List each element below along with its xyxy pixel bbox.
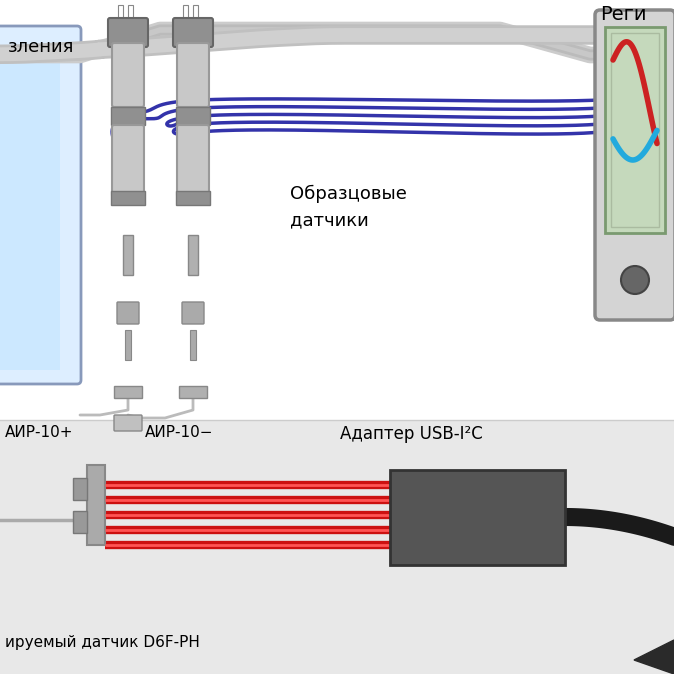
Text: зления: зления (8, 38, 74, 56)
Text: Образцовые
датчики: Образцовые датчики (290, 185, 407, 230)
Bar (0, 0, 674, 420)
Text: АИР-10+: АИР-10+ (5, 425, 73, 440)
Bar (118, 5, 123, 20)
Bar (111, 191, 145, 205)
FancyBboxPatch shape (112, 125, 144, 197)
Circle shape (621, 266, 649, 294)
FancyBboxPatch shape (605, 27, 665, 233)
Bar (123, 235, 133, 275)
Text: Адаптер USB-I²C: Адаптер USB-I²C (340, 425, 483, 443)
Bar (176, 107, 210, 125)
Bar (183, 5, 188, 20)
Bar (128, 5, 133, 20)
Bar (114, 386, 142, 398)
Bar (73, 478, 87, 500)
Bar (179, 386, 207, 398)
FancyBboxPatch shape (112, 43, 144, 107)
Bar (73, 511, 87, 533)
Bar (190, 330, 196, 360)
Text: АИР-10−: АИР-10− (145, 425, 214, 440)
FancyBboxPatch shape (114, 415, 142, 431)
FancyBboxPatch shape (611, 33, 659, 227)
Bar (193, 5, 198, 20)
Bar (176, 191, 210, 205)
FancyBboxPatch shape (117, 302, 139, 324)
Text: ируемый датчик D6F-PH: ируемый датчик D6F-PH (5, 635, 200, 650)
Polygon shape (634, 640, 674, 674)
FancyBboxPatch shape (173, 18, 213, 47)
Bar (188, 235, 198, 275)
FancyBboxPatch shape (108, 18, 148, 47)
Bar (0, 420, 674, 674)
Bar (125, 330, 131, 360)
Text: Реги: Реги (600, 5, 646, 24)
Bar (0, 45, 60, 370)
FancyBboxPatch shape (177, 43, 209, 107)
Bar (111, 107, 145, 125)
FancyBboxPatch shape (177, 125, 209, 197)
Bar (390, 470, 565, 565)
Bar (87, 465, 105, 545)
FancyBboxPatch shape (0, 26, 81, 384)
FancyBboxPatch shape (595, 10, 674, 320)
FancyBboxPatch shape (182, 302, 204, 324)
